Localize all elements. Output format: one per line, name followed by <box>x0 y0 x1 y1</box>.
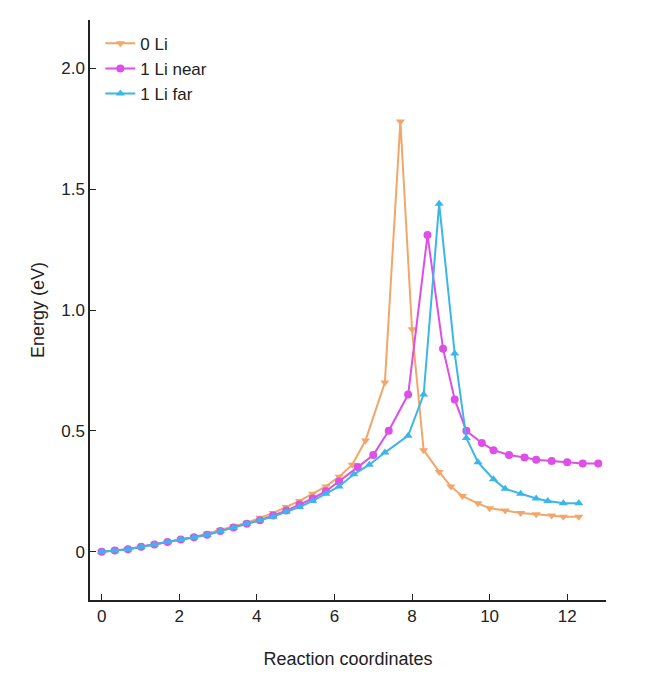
svg-text:2.0: 2.0 <box>61 59 85 78</box>
svg-text:Reaction coordinates: Reaction coordinates <box>263 649 432 669</box>
svg-text:Energy (eV): Energy (eV) <box>28 262 48 358</box>
svg-text:1 Li near: 1 Li near <box>140 60 206 79</box>
svg-text:0 Li: 0 Li <box>140 35 167 54</box>
svg-text:10: 10 <box>480 607 499 626</box>
svg-text:2: 2 <box>174 607 183 626</box>
svg-text:1.5: 1.5 <box>61 180 85 199</box>
svg-text:6: 6 <box>330 607 339 626</box>
svg-text:4: 4 <box>252 607 261 626</box>
svg-text:8: 8 <box>407 607 416 626</box>
svg-text:0.5: 0.5 <box>61 422 85 441</box>
svg-text:0: 0 <box>97 607 106 626</box>
svg-text:12: 12 <box>558 607 577 626</box>
svg-text:0: 0 <box>75 543 84 562</box>
svg-text:1.0: 1.0 <box>61 301 85 320</box>
svg-text:1 Li far: 1 Li far <box>140 85 192 104</box>
